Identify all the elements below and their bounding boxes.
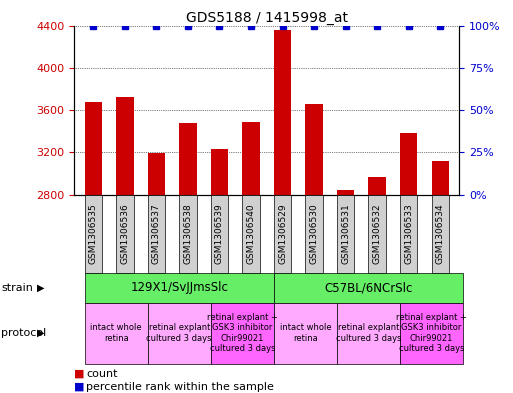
Text: GSM1306530: GSM1306530 — [309, 204, 319, 264]
Text: ▶: ▶ — [37, 283, 45, 293]
Text: GSM1306537: GSM1306537 — [152, 204, 161, 264]
Bar — [148, 153, 165, 393]
Text: strain: strain — [1, 283, 33, 293]
Text: GSM1306534: GSM1306534 — [436, 204, 445, 264]
Text: GSM1306531: GSM1306531 — [341, 204, 350, 264]
Bar — [368, 176, 386, 393]
Bar — [274, 30, 291, 393]
Text: percentile rank within the sample: percentile rank within the sample — [86, 382, 274, 392]
Text: GSM1306532: GSM1306532 — [372, 204, 382, 264]
Text: GSM1306540: GSM1306540 — [246, 204, 255, 264]
Text: ■: ■ — [74, 382, 85, 392]
Text: GSM1306529: GSM1306529 — [278, 204, 287, 264]
Text: ▶: ▶ — [37, 328, 45, 338]
Text: GSM1306536: GSM1306536 — [121, 204, 129, 264]
Bar — [431, 161, 449, 393]
Text: count: count — [86, 369, 117, 379]
Bar — [211, 149, 228, 393]
Text: GSM1306535: GSM1306535 — [89, 204, 98, 264]
Text: retinal explant
cultured 3 days: retinal explant cultured 3 days — [147, 323, 212, 343]
Bar — [85, 101, 102, 393]
Bar — [337, 190, 354, 393]
Text: 129X1/SvJJmsSlc: 129X1/SvJJmsSlc — [130, 281, 228, 294]
Text: intact whole
retina: intact whole retina — [90, 323, 142, 343]
Text: retinal explant +
GSK3 inhibitor
Chir99021
cultured 3 days: retinal explant + GSK3 inhibitor Chir990… — [207, 313, 278, 353]
Text: GSM1306533: GSM1306533 — [404, 204, 413, 264]
Text: protocol: protocol — [1, 328, 46, 338]
Text: ■: ■ — [74, 369, 85, 379]
Title: GDS5188 / 1415998_at: GDS5188 / 1415998_at — [186, 11, 348, 24]
Bar — [179, 123, 196, 393]
Text: C57BL/6NCrSlc: C57BL/6NCrSlc — [324, 281, 412, 294]
Text: retinal explant +
GSK3 inhibitor
Chir99021
cultured 3 days: retinal explant + GSK3 inhibitor Chir990… — [396, 313, 467, 353]
Text: GSM1306539: GSM1306539 — [215, 204, 224, 264]
Bar — [400, 133, 418, 393]
Bar — [305, 104, 323, 393]
Text: retinal explant
cultured 3 days: retinal explant cultured 3 days — [336, 323, 401, 343]
Text: GSM1306538: GSM1306538 — [184, 204, 192, 264]
Text: intact whole
retina: intact whole retina — [280, 323, 331, 343]
Bar — [242, 122, 260, 393]
Bar — [116, 97, 133, 393]
